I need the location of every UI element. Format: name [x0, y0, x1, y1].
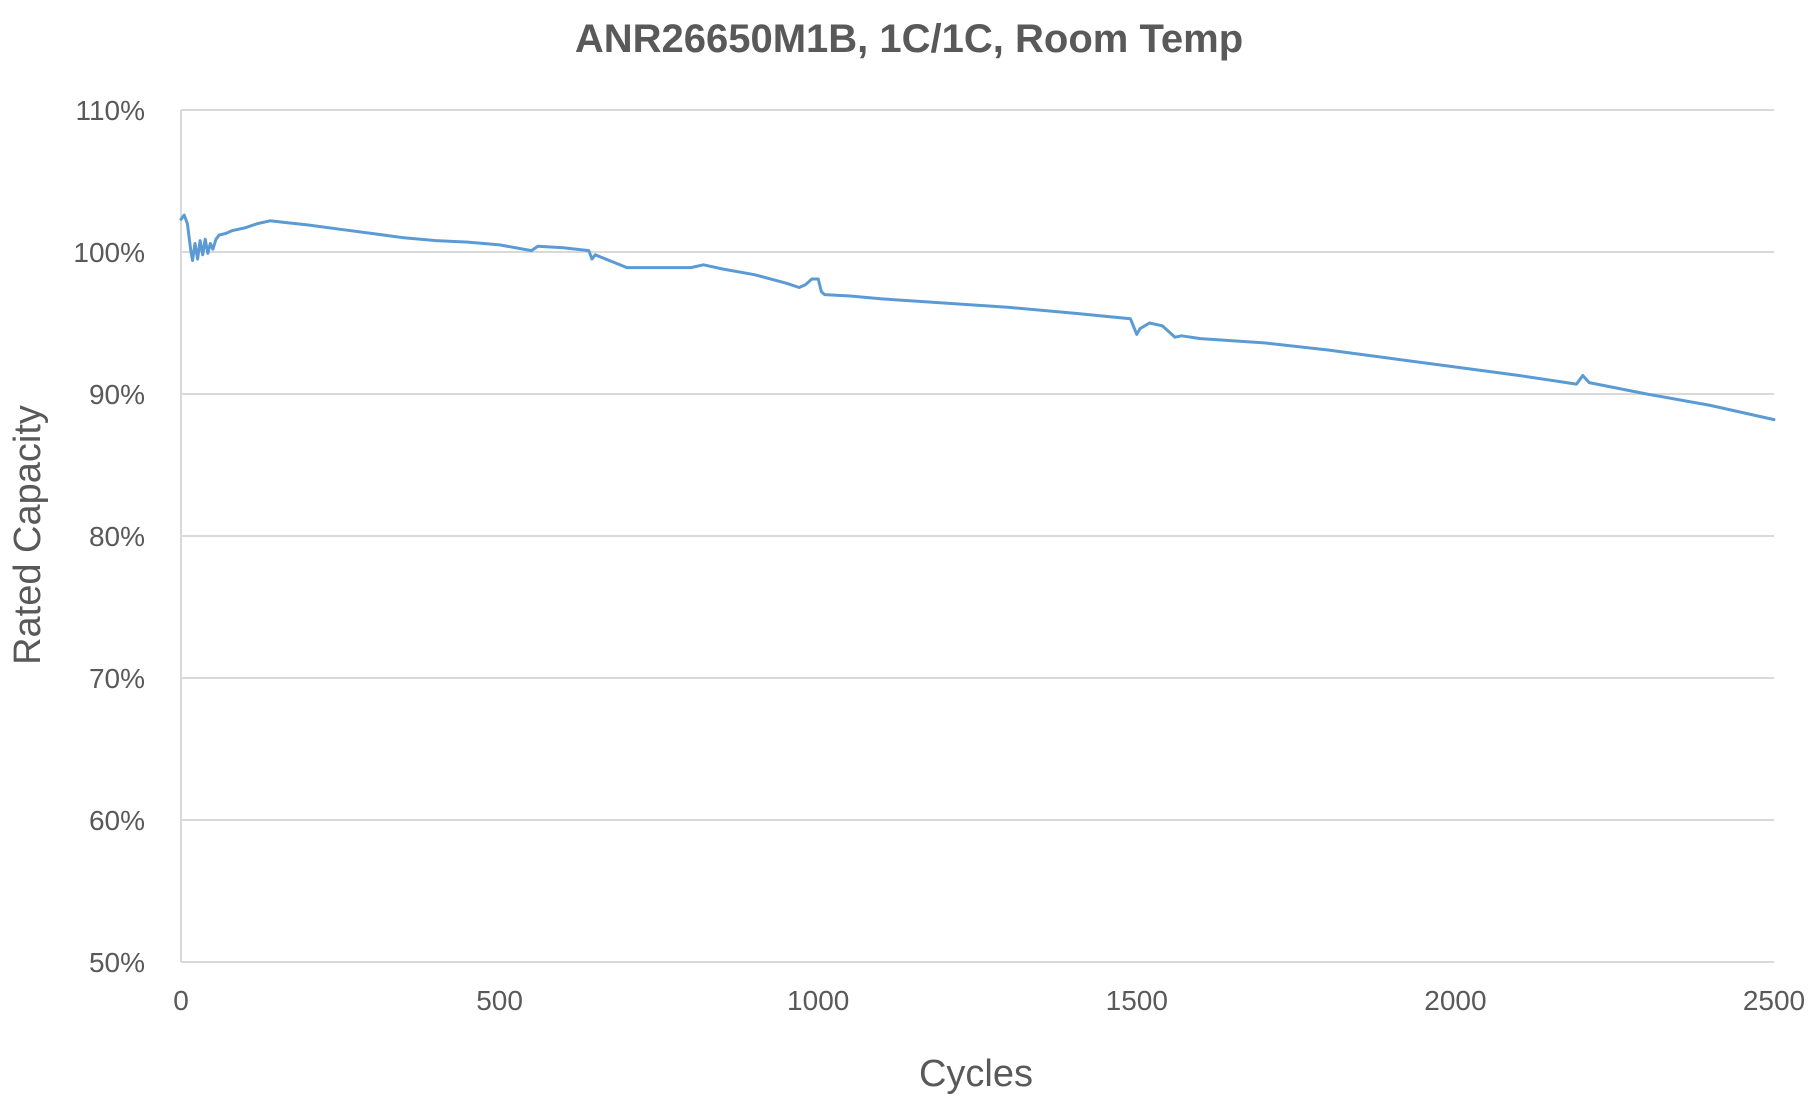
x-tick-label: 2000	[1424, 985, 1486, 1016]
y-tick-label: 110%	[75, 95, 145, 126]
axes	[180, 110, 1774, 963]
x-tick-label: 1000	[787, 985, 849, 1016]
y-tick-label: 70%	[89, 663, 145, 694]
series-layer	[179, 213, 1776, 422]
capacity-series-line	[179, 213, 1776, 422]
x-axis-title: Cycles	[919, 1053, 1033, 1095]
x-axis-tick-labels: 0 500 1000 1500 2000 2500	[173, 985, 1805, 1016]
y-tick-label: 50%	[89, 947, 145, 978]
y-axis-title: Rated Capacity	[7, 405, 49, 665]
chart-title: ANR26650M1B, 1C/1C, Room Temp	[575, 17, 1243, 61]
y-tick-label: 80%	[89, 521, 145, 552]
y-tick-label: 90%	[89, 379, 145, 410]
x-tick-label: 500	[476, 985, 523, 1016]
x-tick-label: 0	[173, 985, 189, 1016]
y-axis-tick-labels: 50% 60% 70% 80% 90% 100% 110%	[73, 95, 145, 978]
x-tick-label: 2500	[1743, 985, 1805, 1016]
gridlines	[181, 109, 1774, 821]
y-tick-label: 100%	[73, 237, 145, 268]
x-tick-label: 1500	[1106, 985, 1168, 1016]
y-tick-label: 60%	[89, 805, 145, 836]
